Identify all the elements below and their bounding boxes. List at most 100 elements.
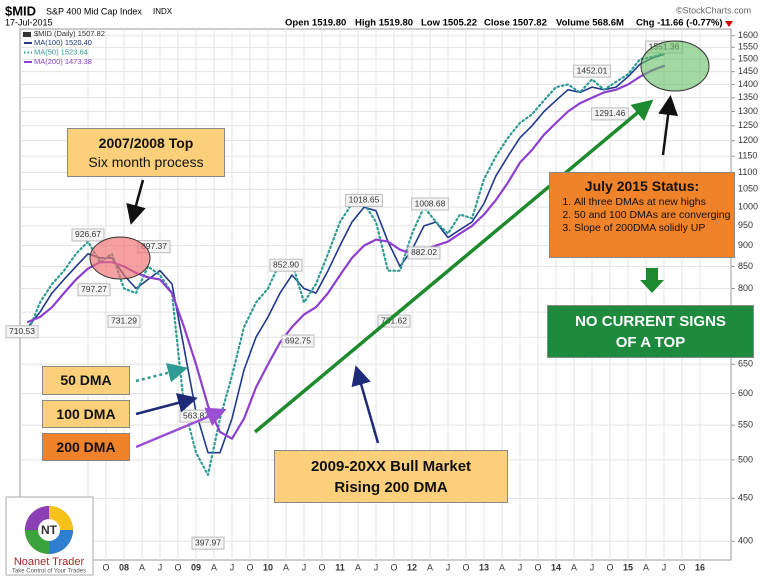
y-tick-label: 1050 xyxy=(738,184,758,194)
y-tick-label: 950 xyxy=(738,220,753,230)
point-label: 1452.01 xyxy=(577,65,608,75)
point-label-box xyxy=(71,228,105,242)
top-box-title: 2007/2008 Top xyxy=(98,135,194,151)
point-label: 797.27 xyxy=(81,284,107,294)
point-label: 731.29 xyxy=(111,316,137,326)
x-tick-label: 10 xyxy=(263,562,273,572)
x-tick-label: A xyxy=(499,562,505,572)
trend-arrow xyxy=(253,99,654,434)
source: ©StockCharts.com xyxy=(676,5,751,15)
y-tick-label: 1300 xyxy=(738,106,758,116)
dma-label: 100 DMA xyxy=(42,400,130,428)
point-label-box xyxy=(411,197,449,211)
x-tick-label: J xyxy=(374,562,379,572)
chart-date: 17-Jul-2015 xyxy=(5,17,53,27)
x-tick-label: 14 xyxy=(551,562,561,572)
ma-line xyxy=(27,53,665,454)
point-label-box xyxy=(77,283,111,297)
logo-letters: NT xyxy=(41,523,58,537)
y-tick-label: 800 xyxy=(738,283,753,293)
x-tick-label: J xyxy=(518,562,523,572)
bull-box: 2009-20XX Bull Market Rising 200 DMA xyxy=(274,450,508,503)
y-tick-label: 1200 xyxy=(738,135,758,145)
x-tick-label: 09 xyxy=(191,562,201,572)
y-tick-label: 1000 xyxy=(738,202,758,212)
point-label: 882.02 xyxy=(411,247,437,257)
point-label: 563.87 xyxy=(183,410,209,420)
x-tick-label: O xyxy=(390,562,397,572)
x-tick-label: 15 xyxy=(623,562,633,572)
point-label-box xyxy=(573,64,611,78)
y-tick-label: 1550 xyxy=(738,42,758,52)
point-label-box xyxy=(107,314,141,328)
legend-label: MA(100) 1520.40 xyxy=(34,38,92,47)
y-tick-label: 450 xyxy=(738,493,753,503)
x-tick-label: A xyxy=(643,562,649,572)
current-highlight xyxy=(640,40,710,92)
x-tick-label: A xyxy=(571,562,577,572)
exchange: INDX xyxy=(153,7,173,16)
point-label: 926.67 xyxy=(75,229,101,239)
x-tick-label: 13 xyxy=(479,562,489,572)
x-tick-label: J xyxy=(662,562,667,572)
point-label-box xyxy=(407,246,441,260)
status-list: All three DMAs at new highs 50 and 100 D… xyxy=(550,196,734,235)
point-label-box xyxy=(5,325,39,339)
status-item: All three DMAs at new highs xyxy=(574,196,734,209)
x-tick-label: J xyxy=(590,562,595,572)
y-tick-label: 1350 xyxy=(738,92,758,102)
y-tick-label: 1500 xyxy=(738,54,758,64)
x-tick-label: A xyxy=(355,562,361,572)
dma-label: 50 DMA xyxy=(42,366,130,395)
arrow xyxy=(135,363,188,383)
x-tick-label: 08 xyxy=(119,562,129,572)
point-label: 1008.68 xyxy=(415,198,446,208)
arrow xyxy=(135,393,198,416)
x-tick-label: O xyxy=(174,562,181,572)
arrow xyxy=(351,365,380,444)
point-label: 710.53 xyxy=(9,326,35,336)
y-tick-label: 500 xyxy=(738,454,753,464)
x-tick-label: A xyxy=(283,562,289,572)
quote-item: High 1519.80 xyxy=(355,18,413,29)
y-tick-label: 400 xyxy=(738,536,753,546)
x-tick-label: J xyxy=(158,562,163,572)
point-label: 1018.65 xyxy=(349,195,380,205)
no-signs-text: NO CURRENT SIGNS xyxy=(575,313,726,330)
legend-swatch xyxy=(23,32,31,37)
arrow xyxy=(658,95,679,156)
logo-center xyxy=(38,519,60,541)
dma-label: 200 DMA xyxy=(42,433,130,461)
point-label: 852.90 xyxy=(273,259,299,269)
logo-name: Noanet Trader xyxy=(14,556,85,568)
y-tick-label: 1100 xyxy=(738,167,757,177)
point-label-box xyxy=(269,258,303,272)
point-label-box xyxy=(345,193,383,207)
legend-label: MA(50) 1523.64 xyxy=(34,47,88,56)
point-label-box xyxy=(191,536,225,550)
point-label: 731.62 xyxy=(381,315,407,325)
legend-label: $MID (Daily) 1507.82 xyxy=(34,29,105,38)
no-signs-text: OF A TOP xyxy=(615,334,686,351)
down-arrow xyxy=(640,268,664,293)
x-tick-label: A xyxy=(211,562,217,572)
x-tick-label: O xyxy=(534,562,541,572)
arrow xyxy=(126,179,146,225)
x-tick-label: 11 xyxy=(335,562,345,572)
y-tick-label: 650 xyxy=(738,359,753,369)
y-tick-label: 1600 xyxy=(738,30,758,40)
y-tick-label: 600 xyxy=(738,388,753,398)
x-tick-label: O xyxy=(678,562,685,572)
point-label-box xyxy=(591,107,629,121)
no-signs-box: NO CURRENT SIGNS OF A TOP xyxy=(547,305,754,358)
x-tick-label: 16 xyxy=(695,562,705,572)
status-box: July 2015 Status: All three DMAs at new … xyxy=(549,172,735,258)
point-label: 1291.46 xyxy=(595,108,626,118)
chart-title: $MID xyxy=(5,3,36,18)
bull-box-text: Rising 200 DMA xyxy=(334,479,448,496)
point-label: 692.75 xyxy=(285,335,311,345)
x-tick-label: A xyxy=(427,562,433,572)
chart-subtitle: S&P 400 Mid Cap Index xyxy=(46,6,142,16)
point-label: 897.37 xyxy=(141,241,167,251)
status-item: Slope of 200DMA solidly UP xyxy=(574,222,734,235)
